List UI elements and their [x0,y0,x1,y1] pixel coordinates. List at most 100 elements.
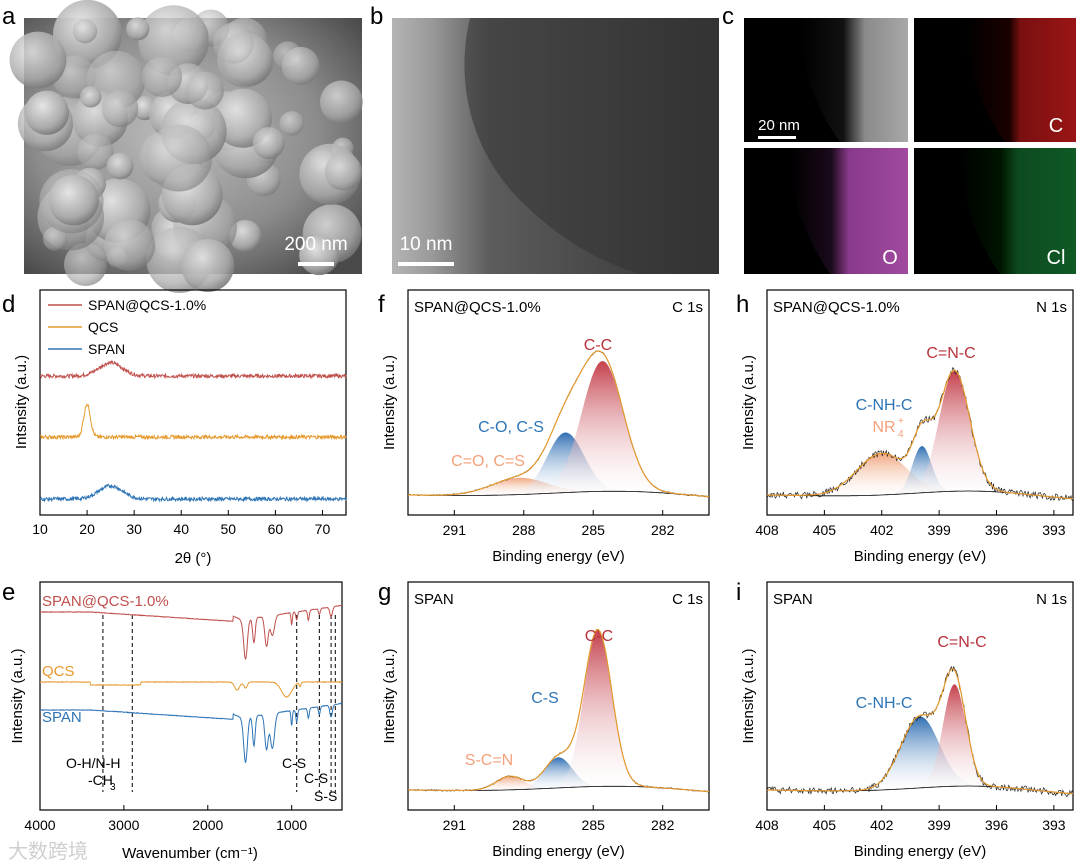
xps-peak-red [408,361,709,497]
xps-envelope-line [408,350,710,498]
ftir-annotation-ch3-sub: 3 [110,782,116,793]
xps-peak-blue [408,757,709,792]
xps-peak-label: C-NH-C [856,397,913,414]
xrd-legend-label: SPAN@QCS-1.0% [88,297,206,313]
ftir-x-tick-label: 2000 [192,817,223,833]
xrd-x-tick-label: 10 [32,521,48,537]
eds-map-haadf: 20 nm [744,18,908,142]
xps-x-tick-label: 399 [927,817,951,833]
sem-particle [229,219,262,252]
xrd-x-tick-label: 50 [221,521,237,537]
xrd-legend-label: QCS [88,319,118,335]
xrd-series-line [39,483,347,503]
xps-peak-blue [408,432,709,497]
sem-particle [72,19,98,44]
xps-x-tick-label: 288 [512,522,536,538]
eds-map-cl: Cl [914,148,1076,274]
xps-peak-label-sub: 4 [898,429,904,440]
xps-region-label: C 1s [672,299,703,316]
xps-x-tick-label: 408 [755,817,779,833]
xps-f-panel: 291 288 285 282 SPAN@QCS-1.0% C 1s C-C C-O, C-S… [381,289,710,565]
panel-label-a: a [2,3,16,30]
xps-peak-label: C-C [585,628,613,645]
sem-particle [141,56,183,98]
xps-x-tick-label: 291 [443,817,467,833]
eds-map-c: C [914,18,1076,142]
ftir-annotation-cs-1: C-S [282,755,306,771]
xps-peak-label: C-O, C-S [478,419,544,436]
sem-particle [103,219,156,271]
watermark: 大数跨境 [8,840,88,863]
xps-x-tick-label: 282 [651,817,675,833]
ftir-x-axis-title: Wavenumber (cm⁻¹) [122,845,258,862]
xps-x-tick-label: 402 [870,817,894,833]
sem-particle [42,226,68,251]
xps-sample-title: SPAN [773,591,813,608]
sem-particle [252,127,285,160]
xrd-x-axis-title: 2θ (°) [175,550,212,567]
sem-particle [217,32,273,88]
ftir-annotation-cs-2: C-S [304,770,328,786]
panel-label-i: i [736,579,741,606]
sem-particle [186,71,224,110]
ftir-annotation-oh-nh: O-H/N-H [66,755,120,771]
ftir-panel: 4000 3000 2000 1000 SPAN@QCS-1.0% QCS SPAN O-H… [9,581,343,862]
xps-y-axis-title: Intensity (a.u.) [381,648,398,743]
sem-particle [77,133,114,171]
xps-x-tick-label: 393 [1042,817,1066,833]
xrd-y-axis-title: Intsnsity (a.u.) [13,355,30,449]
xps-envelope-line [767,369,1074,500]
xps-g-panel: 291 288 285 282 SPAN C 1s C-C C-S S-C=N Binding e… [381,581,710,860]
xps-x-tick-label: 393 [1042,522,1066,538]
sem-scale-bar [298,262,334,266]
xps-region-label: N 1s [1036,299,1067,316]
ftir-series-line [39,702,343,764]
xps-sample-title: SPAN@QCS-1.0% [773,299,900,316]
xps-frame [766,581,1074,811]
tem-image: 10 nm [392,18,719,274]
panel-label-e: e [2,579,15,606]
xps-sample-title: SPAN@QCS-1.0% [414,299,541,316]
panel-label-g: g [378,579,391,606]
ftir-x-tick-label: 1000 [276,817,307,833]
xps-y-axis-title: Intensity (a.u.) [381,355,398,450]
xrd-x-tick-label: 40 [173,521,189,537]
xps-y-axis-title: Intensity (a.u.) [740,355,757,450]
xps-frame [407,289,710,516]
xps-x-tick-label: 285 [582,522,606,538]
sem-image: 200 nm [9,0,363,293]
xps-frame [766,289,1074,516]
eds-label-o: O [882,247,898,269]
panel-label-c: c [722,3,734,30]
xps-peak-label: C=N-C [926,345,975,362]
xrd-x-tick-label: 60 [268,521,284,537]
xps-x-axis-title: Binding energy (eV) [492,843,625,860]
xps-peak-label: S-C=N [465,752,513,769]
eds-scale-bar [758,136,796,139]
ftir-frame [39,581,343,811]
sem-particle [145,124,213,192]
ftir-annotation-ch3: -CH [88,772,113,788]
xps-y-axis-title: Intensity (a.u.) [740,648,757,743]
panel-label-f: f [378,291,385,318]
sem-particle [48,174,99,226]
eds-map-o: O [744,148,908,274]
panel-label-d: d [2,291,15,318]
xps-x-tick-label: 282 [651,522,675,538]
ftir-label-span: SPAN [42,709,82,726]
xps-x-tick-label: 288 [512,817,536,833]
xps-peak-blue [767,446,1073,499]
xps-x-axis-title: Binding energy (eV) [492,548,625,565]
sem-particle [79,86,102,108]
xps-region-label: C 1s [672,591,703,608]
xrd-frame [39,289,347,516]
ftir-x-tick-label: 4000 [24,817,55,833]
xps-peak-orange [767,453,1073,499]
xps-sample-title: SPAN [414,591,454,608]
xps-x-tick-label: 396 [985,522,1009,538]
sem-particle [24,90,70,135]
xrd-legend-label: SPAN [88,341,125,357]
sem-scale-text: 200 nm [284,234,347,255]
